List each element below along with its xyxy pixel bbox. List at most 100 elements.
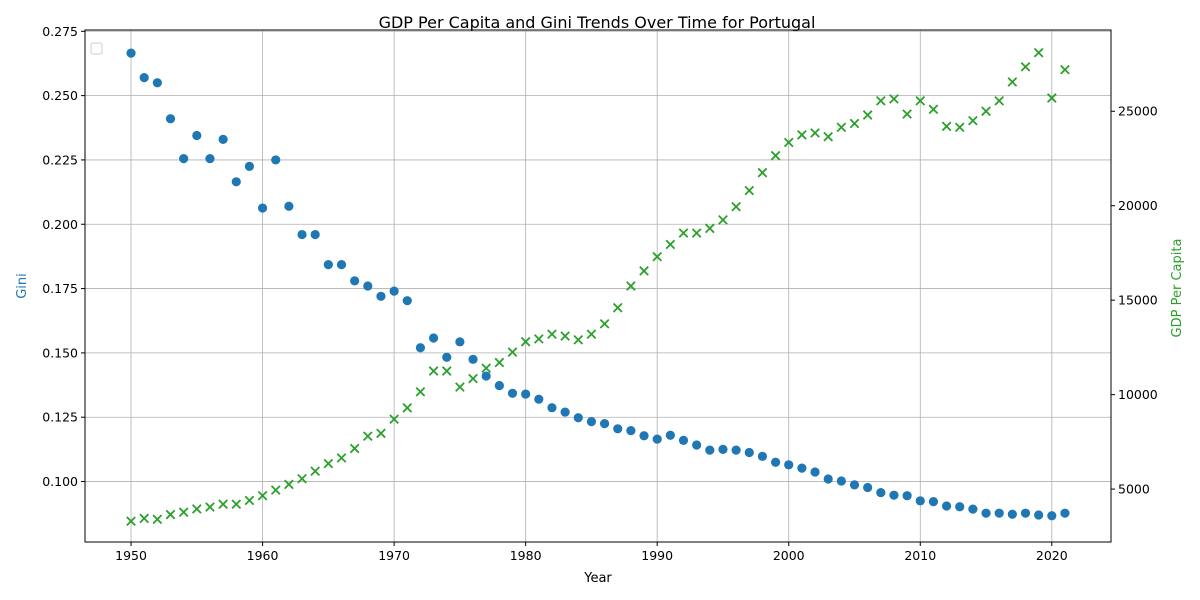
gdp-point bbox=[639, 266, 649, 276]
gdp-point bbox=[652, 251, 663, 262]
gdp-point bbox=[428, 366, 439, 376]
gini-point bbox=[876, 488, 886, 498]
y-right-tick-label: 25000 bbox=[1118, 104, 1158, 119]
y-left-tick-label: 0.100 bbox=[42, 474, 78, 489]
gdp-point bbox=[310, 466, 321, 476]
x-tick-label: 1990 bbox=[641, 548, 673, 563]
gini-point bbox=[678, 435, 689, 445]
gini-point bbox=[836, 476, 846, 486]
gini-point bbox=[389, 286, 399, 296]
gini-point bbox=[613, 424, 623, 434]
gdp-point bbox=[849, 118, 860, 129]
x-tick-label: 1960 bbox=[247, 548, 279, 563]
gini-point bbox=[152, 78, 162, 88]
gini-point bbox=[1060, 508, 1070, 518]
gini-point bbox=[928, 497, 939, 507]
gdp-point bbox=[244, 495, 255, 506]
gini-point bbox=[139, 72, 149, 83]
gini-point bbox=[442, 352, 452, 362]
gdp-point bbox=[455, 382, 465, 392]
gini-point bbox=[521, 389, 531, 399]
x-tick-label: 2020 bbox=[1036, 548, 1068, 563]
gdp-point bbox=[612, 302, 623, 313]
gdp-point bbox=[494, 357, 505, 368]
gini-point bbox=[534, 394, 544, 404]
x-tick-label: 1970 bbox=[378, 548, 410, 563]
y-axis-left-label: Gini bbox=[15, 273, 30, 299]
gdp-point bbox=[270, 485, 281, 495]
gdp-point bbox=[205, 502, 215, 512]
gini-point bbox=[428, 333, 439, 343]
y-axis-right: 5000 10000 15000 20000 25000 bbox=[1111, 104, 1158, 497]
gini-point bbox=[1047, 511, 1057, 521]
y-right-tick-label: 20000 bbox=[1118, 198, 1158, 213]
y-right-tick-label: 5000 bbox=[1118, 482, 1150, 497]
y-left-tick-label: 0.150 bbox=[42, 345, 78, 360]
y-left-tick-label: 0.200 bbox=[42, 217, 78, 232]
gini-point bbox=[599, 419, 610, 429]
gini-point bbox=[323, 260, 333, 270]
gdp-point bbox=[691, 228, 702, 238]
gini-point bbox=[915, 496, 925, 506]
gdp-point bbox=[797, 130, 807, 140]
gdp-point bbox=[836, 122, 847, 133]
gini-point bbox=[573, 413, 583, 423]
y-axis-left: 0.100 0.125 0.150 0.175 0.200 0.225 0.250 0.275 bbox=[42, 24, 85, 489]
gdp-point bbox=[533, 334, 544, 344]
gdp-point bbox=[1060, 64, 1070, 75]
gdp-point bbox=[402, 403, 413, 413]
y-right-tick-label: 15000 bbox=[1118, 293, 1158, 308]
gini-point bbox=[376, 291, 386, 301]
gini-point bbox=[218, 134, 228, 144]
gini-point bbox=[257, 203, 268, 213]
gini-point bbox=[902, 491, 912, 501]
gdp-point bbox=[257, 490, 268, 501]
gdp-point bbox=[323, 458, 334, 469]
gini-point bbox=[1034, 510, 1044, 520]
gini-point bbox=[336, 260, 347, 270]
gdp-point bbox=[349, 443, 360, 454]
gini-point bbox=[455, 337, 465, 347]
gini-point bbox=[415, 343, 426, 353]
gdp-point bbox=[954, 122, 965, 133]
gini-point bbox=[271, 155, 281, 165]
gini-point bbox=[165, 114, 176, 124]
gdp-point bbox=[823, 131, 834, 142]
gini-point bbox=[652, 434, 662, 444]
gini-point bbox=[1007, 509, 1017, 519]
x-tick-label: 1980 bbox=[510, 548, 542, 563]
gdp-point bbox=[139, 513, 150, 524]
x-axis: 1950 1960 1970 1980 1990 2000 2010 2020 bbox=[115, 542, 1068, 563]
gdp-point bbox=[389, 414, 399, 425]
gdp-point bbox=[1007, 77, 1018, 87]
gini-point bbox=[784, 460, 794, 470]
gdp-point bbox=[810, 128, 820, 138]
gini-point bbox=[507, 388, 518, 398]
y-left-tick-label: 0.275 bbox=[42, 24, 78, 39]
gini-point bbox=[402, 296, 412, 306]
gdp-point bbox=[362, 431, 373, 442]
gini-point bbox=[757, 451, 768, 461]
gini-point bbox=[468, 354, 478, 364]
gini-point bbox=[547, 403, 557, 413]
x-axis-label: Year bbox=[583, 571, 612, 586]
gdp-point bbox=[889, 94, 899, 104]
chart-title: GDP Per Capita and Gini Trends Over Time… bbox=[379, 13, 816, 32]
x-tick-label: 1950 bbox=[115, 548, 147, 563]
y-left-tick-label: 0.175 bbox=[42, 281, 78, 296]
gini-point bbox=[941, 501, 952, 511]
gdp-point bbox=[547, 329, 557, 340]
gini-point bbox=[849, 480, 860, 490]
gdp-point bbox=[1033, 47, 1044, 58]
gini-point bbox=[665, 430, 675, 440]
gdp-point bbox=[704, 223, 715, 234]
gdp-point bbox=[744, 185, 755, 196]
y-right-tick-label: 10000 bbox=[1118, 387, 1158, 402]
gini-point bbox=[810, 467, 820, 477]
gini-point bbox=[310, 229, 320, 240]
gdp-point bbox=[731, 201, 741, 212]
gdp-point bbox=[152, 514, 163, 525]
gdp-point bbox=[770, 150, 781, 161]
gini-point bbox=[863, 482, 873, 493]
gini-point bbox=[639, 431, 649, 441]
